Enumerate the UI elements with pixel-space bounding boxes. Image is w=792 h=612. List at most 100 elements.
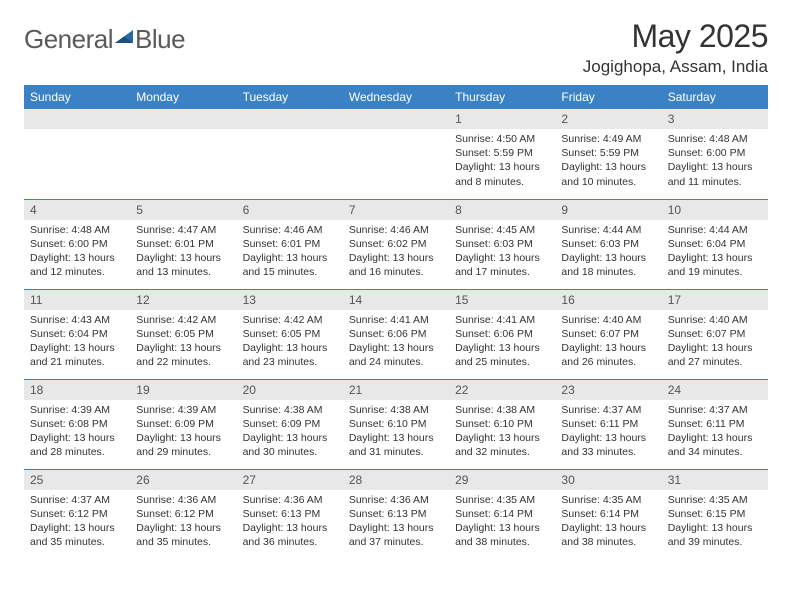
calendar-day-cell: 13Sunrise: 4:42 AMSunset: 6:05 PMDayligh…: [237, 289, 343, 379]
calendar-day-cell: 26Sunrise: 4:36 AMSunset: 6:12 PMDayligh…: [130, 469, 236, 559]
calendar-day-cell: 17Sunrise: 4:40 AMSunset: 6:07 PMDayligh…: [662, 289, 768, 379]
day-details: Sunrise: 4:45 AMSunset: 6:03 PMDaylight:…: [449, 220, 555, 286]
weekday-header: Sunday: [24, 85, 130, 109]
calendar-day-cell: 4Sunrise: 4:48 AMSunset: 6:00 PMDaylight…: [24, 199, 130, 289]
calendar-day-cell: 27Sunrise: 4:36 AMSunset: 6:13 PMDayligh…: [237, 469, 343, 559]
day-number: 4: [24, 200, 130, 220]
calendar-day-cell: 21Sunrise: 4:38 AMSunset: 6:10 PMDayligh…: [343, 379, 449, 469]
day-number: 22: [449, 380, 555, 400]
calendar-week-row: 11Sunrise: 4:43 AMSunset: 6:04 PMDayligh…: [24, 289, 768, 379]
month-title: May 2025: [583, 18, 768, 55]
empty-day-number: [237, 109, 343, 129]
day-details: Sunrise: 4:37 AMSunset: 6:12 PMDaylight:…: [24, 490, 130, 556]
day-number: 23: [555, 380, 661, 400]
day-number: 14: [343, 290, 449, 310]
day-details: Sunrise: 4:36 AMSunset: 6:13 PMDaylight:…: [237, 490, 343, 556]
day-number: 16: [555, 290, 661, 310]
calendar-body: 1Sunrise: 4:50 AMSunset: 5:59 PMDaylight…: [24, 109, 768, 559]
title-block: May 2025 Jogighopa, Assam, India: [583, 18, 768, 77]
day-details: Sunrise: 4:40 AMSunset: 6:07 PMDaylight:…: [555, 310, 661, 376]
triangle-icon: [113, 27, 135, 52]
day-number: 26: [130, 470, 236, 490]
weekday-header: Thursday: [449, 85, 555, 109]
calendar-week-row: 1Sunrise: 4:50 AMSunset: 5:59 PMDaylight…: [24, 109, 768, 199]
day-details: Sunrise: 4:40 AMSunset: 6:07 PMDaylight:…: [662, 310, 768, 376]
weekday-header: Friday: [555, 85, 661, 109]
day-number: 8: [449, 200, 555, 220]
calendar-day-cell: 16Sunrise: 4:40 AMSunset: 6:07 PMDayligh…: [555, 289, 661, 379]
day-number: 31: [662, 470, 768, 490]
day-details: Sunrise: 4:48 AMSunset: 6:00 PMDaylight:…: [662, 129, 768, 195]
weekday-header: Wednesday: [343, 85, 449, 109]
day-number: 20: [237, 380, 343, 400]
day-number: 25: [24, 470, 130, 490]
empty-day-number: [24, 109, 130, 129]
day-number: 13: [237, 290, 343, 310]
day-details: Sunrise: 4:48 AMSunset: 6:00 PMDaylight:…: [24, 220, 130, 286]
day-details: Sunrise: 4:35 AMSunset: 6:14 PMDaylight:…: [555, 490, 661, 556]
day-details: Sunrise: 4:41 AMSunset: 6:06 PMDaylight:…: [343, 310, 449, 376]
empty-day-number: [343, 109, 449, 129]
day-details: Sunrise: 4:42 AMSunset: 6:05 PMDaylight:…: [130, 310, 236, 376]
logo-text-general: General: [24, 24, 113, 55]
day-details: Sunrise: 4:50 AMSunset: 5:59 PMDaylight:…: [449, 129, 555, 195]
day-number: 28: [343, 470, 449, 490]
calendar-day-cell: 31Sunrise: 4:35 AMSunset: 6:15 PMDayligh…: [662, 469, 768, 559]
day-number: 27: [237, 470, 343, 490]
location: Jogighopa, Assam, India: [583, 57, 768, 77]
day-number: 7: [343, 200, 449, 220]
day-number: 12: [130, 290, 236, 310]
day-number: 17: [662, 290, 768, 310]
header: General Blue May 2025 Jogighopa, Assam, …: [24, 18, 768, 77]
calendar-day-cell: 23Sunrise: 4:37 AMSunset: 6:11 PMDayligh…: [555, 379, 661, 469]
empty-day-number: [130, 109, 236, 129]
calendar-day-cell: 8Sunrise: 4:45 AMSunset: 6:03 PMDaylight…: [449, 199, 555, 289]
calendar-day-cell: 3Sunrise: 4:48 AMSunset: 6:00 PMDaylight…: [662, 109, 768, 199]
day-details: Sunrise: 4:37 AMSunset: 6:11 PMDaylight:…: [555, 400, 661, 466]
day-number: 24: [662, 380, 768, 400]
day-number: 6: [237, 200, 343, 220]
calendar-day-cell: 5Sunrise: 4:47 AMSunset: 6:01 PMDaylight…: [130, 199, 236, 289]
calendar-day-cell: 18Sunrise: 4:39 AMSunset: 6:08 PMDayligh…: [24, 379, 130, 469]
day-number: 29: [449, 470, 555, 490]
day-details: Sunrise: 4:46 AMSunset: 6:02 PMDaylight:…: [343, 220, 449, 286]
day-details: Sunrise: 4:47 AMSunset: 6:01 PMDaylight:…: [130, 220, 236, 286]
calendar-day-cell: 9Sunrise: 4:44 AMSunset: 6:03 PMDaylight…: [555, 199, 661, 289]
day-number: 9: [555, 200, 661, 220]
calendar-day-cell: 14Sunrise: 4:41 AMSunset: 6:06 PMDayligh…: [343, 289, 449, 379]
day-details: Sunrise: 4:38 AMSunset: 6:10 PMDaylight:…: [449, 400, 555, 466]
calendar-day-cell: 24Sunrise: 4:37 AMSunset: 6:11 PMDayligh…: [662, 379, 768, 469]
calendar-week-row: 4Sunrise: 4:48 AMSunset: 6:00 PMDaylight…: [24, 199, 768, 289]
weekday-header: Saturday: [662, 85, 768, 109]
day-number: 30: [555, 470, 661, 490]
day-number: 1: [449, 109, 555, 129]
day-details: Sunrise: 4:49 AMSunset: 5:59 PMDaylight:…: [555, 129, 661, 195]
calendar-day-cell: 12Sunrise: 4:42 AMSunset: 6:05 PMDayligh…: [130, 289, 236, 379]
day-number: 11: [24, 290, 130, 310]
calendar-day-cell: 25Sunrise: 4:37 AMSunset: 6:12 PMDayligh…: [24, 469, 130, 559]
calendar-day-cell: 10Sunrise: 4:44 AMSunset: 6:04 PMDayligh…: [662, 199, 768, 289]
day-details: Sunrise: 4:42 AMSunset: 6:05 PMDaylight:…: [237, 310, 343, 376]
day-details: Sunrise: 4:46 AMSunset: 6:01 PMDaylight:…: [237, 220, 343, 286]
day-number: 18: [24, 380, 130, 400]
day-details: Sunrise: 4:41 AMSunset: 6:06 PMDaylight:…: [449, 310, 555, 376]
day-number: 21: [343, 380, 449, 400]
calendar-day-cell: 29Sunrise: 4:35 AMSunset: 6:14 PMDayligh…: [449, 469, 555, 559]
day-details: Sunrise: 4:37 AMSunset: 6:11 PMDaylight:…: [662, 400, 768, 466]
calendar-week-row: 18Sunrise: 4:39 AMSunset: 6:08 PMDayligh…: [24, 379, 768, 469]
calendar-day-cell: [130, 109, 236, 199]
day-details: Sunrise: 4:36 AMSunset: 6:12 PMDaylight:…: [130, 490, 236, 556]
calendar-day-cell: 19Sunrise: 4:39 AMSunset: 6:09 PMDayligh…: [130, 379, 236, 469]
calendar-day-cell: 30Sunrise: 4:35 AMSunset: 6:14 PMDayligh…: [555, 469, 661, 559]
weekday-header-row: SundayMondayTuesdayWednesdayThursdayFrid…: [24, 85, 768, 109]
day-details: Sunrise: 4:38 AMSunset: 6:10 PMDaylight:…: [343, 400, 449, 466]
logo-text-blue: Blue: [135, 24, 185, 55]
calendar-day-cell: [24, 109, 130, 199]
calendar-day-cell: 28Sunrise: 4:36 AMSunset: 6:13 PMDayligh…: [343, 469, 449, 559]
day-details: Sunrise: 4:43 AMSunset: 6:04 PMDaylight:…: [24, 310, 130, 376]
day-details: Sunrise: 4:44 AMSunset: 6:04 PMDaylight:…: [662, 220, 768, 286]
day-number: 5: [130, 200, 236, 220]
day-number: 3: [662, 109, 768, 129]
calendar-day-cell: 6Sunrise: 4:46 AMSunset: 6:01 PMDaylight…: [237, 199, 343, 289]
logo: General Blue: [24, 24, 185, 55]
